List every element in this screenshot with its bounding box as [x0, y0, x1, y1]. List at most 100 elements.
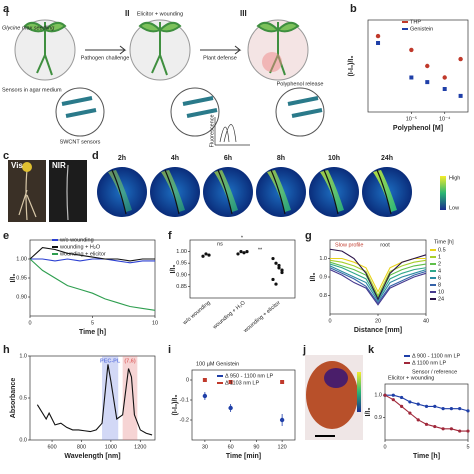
- point: [201, 254, 205, 258]
- marker: [449, 407, 453, 411]
- y-tick-label: 0.0: [19, 437, 27, 443]
- y-tick-label: 0: [186, 377, 189, 383]
- legend-label: Genistein: [410, 26, 433, 32]
- x-tick-label: 0: [28, 320, 31, 326]
- root: [18, 169, 37, 221]
- x-axis-label: Wavelength [nm]: [64, 453, 120, 460]
- legend-label: Δ 950 - 1100 nm LP: [225, 373, 274, 379]
- label: Polyphenol release: [277, 81, 324, 87]
- panel-labels: a b c d e f g h i j k: [3, 3, 375, 356]
- label: Glycine max seedling: [2, 25, 55, 31]
- y-tick-label: 0.95: [16, 275, 27, 281]
- y-tick-label: 1.0: [374, 393, 382, 399]
- panel-label: d: [92, 150, 99, 162]
- tissue: [324, 368, 348, 388]
- point: [245, 250, 249, 254]
- x-tick-label: 40: [423, 318, 429, 324]
- release: [262, 52, 282, 72]
- marker: [400, 404, 404, 408]
- point: [409, 47, 414, 53]
- plant: [23, 21, 67, 76]
- line: [36, 364, 153, 436]
- point: [375, 33, 381, 39]
- legend-label: wounding + H₂O: [59, 244, 101, 250]
- point: [236, 252, 240, 256]
- marker: [441, 407, 445, 411]
- time-label: 8h: [277, 155, 285, 162]
- panel-label: j: [302, 344, 306, 356]
- stain-image: [305, 355, 363, 440]
- y-tick-label: -0.1: [180, 397, 189, 403]
- line: [29, 258, 156, 311]
- marker: [416, 418, 420, 422]
- x-tick-label: 60: [228, 444, 234, 450]
- photos: Vis NIR: [8, 160, 87, 222]
- point: [274, 261, 278, 265]
- point: [271, 277, 275, 282]
- legend-label: 1: [438, 254, 441, 260]
- marker: [441, 427, 445, 431]
- y-tick-label: 0.90: [176, 272, 187, 278]
- marker: [391, 398, 395, 402]
- panel-label: i: [168, 344, 171, 356]
- annotation: ns: [217, 241, 223, 247]
- axes-frame: [191, 369, 296, 441]
- time-series-images: High Low 2h 4h 6h 8h 10h 24h: [97, 155, 460, 217]
- marker: [408, 411, 412, 415]
- y-tick-label: 0.9: [319, 274, 327, 280]
- marker: [433, 424, 437, 429]
- annotation: 100 µM Genistein: [196, 361, 239, 367]
- legend-label: 2: [438, 261, 441, 267]
- legend-label: 0.5: [438, 247, 446, 253]
- marker: [458, 429, 462, 433]
- annotation: *: [241, 235, 244, 241]
- line: [329, 261, 427, 299]
- point: [458, 56, 463, 62]
- root: [270, 169, 286, 215]
- marker: [433, 404, 437, 408]
- point: [274, 282, 278, 286]
- line: [329, 259, 427, 297]
- marker: [416, 402, 420, 406]
- panel-label: f: [168, 230, 172, 242]
- legend-label: 24: [438, 296, 444, 302]
- root: [323, 169, 339, 215]
- marker: [391, 393, 395, 397]
- axes-frame: [189, 239, 296, 299]
- y-axis-label: I/I₀: [170, 265, 177, 274]
- marker: [466, 429, 470, 433]
- x-tick-label: 800: [77, 444, 86, 450]
- y-tick-label: 0.9: [374, 415, 382, 421]
- marker: [424, 404, 429, 408]
- spectrum-icon: [214, 117, 250, 146]
- point: [425, 63, 430, 69]
- step: I: [6, 9, 8, 18]
- x-tick-label: 0: [328, 318, 331, 324]
- point: [239, 250, 243, 254]
- root: [66, 164, 69, 221]
- point: [242, 251, 246, 255]
- point: [442, 87, 447, 91]
- band: [102, 356, 119, 440]
- y-tick-label: 0.85: [176, 284, 187, 290]
- marker: [458, 407, 462, 411]
- y-axis-label: Absorbance: [10, 378, 17, 419]
- time-label: 6h: [224, 155, 232, 162]
- plant: [256, 21, 300, 76]
- point: [280, 380, 285, 384]
- label: Pathogen challenge: [81, 55, 130, 61]
- time-label: 10h: [328, 155, 340, 162]
- y-tick-label: 1.00: [176, 249, 187, 255]
- legend-label: Δ 900 - 1100 nm LP: [412, 353, 461, 359]
- x-tick-label: 1000: [105, 444, 117, 450]
- y-axis-label: (I-I₀)/I₀: [348, 55, 355, 76]
- colorbar: [440, 176, 446, 210]
- marker: [424, 422, 429, 426]
- x-tick-label: 10⁻⁵: [406, 115, 417, 122]
- label: Vis: [11, 161, 23, 170]
- line: [29, 247, 155, 262]
- x-tick-label: 10⁻⁴: [439, 115, 451, 122]
- y-tick-label: 0.5: [19, 395, 27, 401]
- annotation: Sensor / reference: [412, 369, 457, 375]
